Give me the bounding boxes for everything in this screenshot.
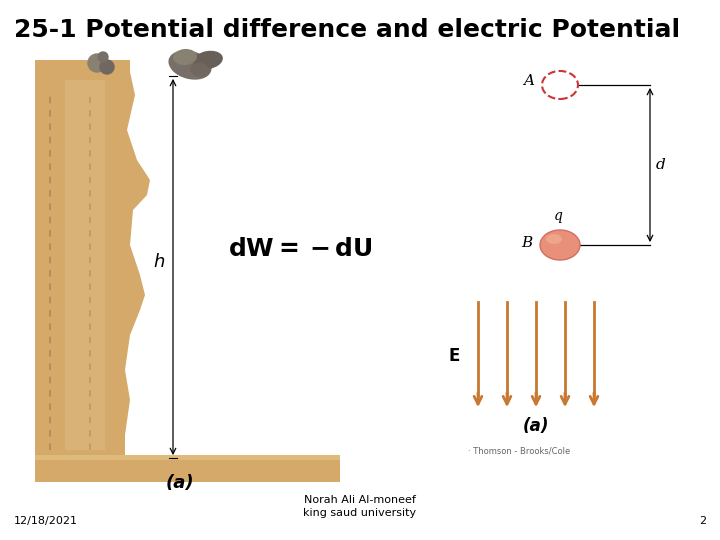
Polygon shape: [35, 455, 340, 482]
Ellipse shape: [193, 51, 223, 69]
Circle shape: [88, 54, 106, 72]
Text: $\mathbf{dW = -dU}$: $\mathbf{dW = -dU}$: [228, 239, 373, 261]
Text: (a): (a): [523, 417, 549, 435]
Ellipse shape: [168, 50, 212, 80]
Text: 25-1 Potential difference and electric Potential: 25-1 Potential difference and electric P…: [14, 18, 680, 42]
Text: B: B: [521, 236, 532, 250]
Ellipse shape: [173, 49, 197, 65]
Polygon shape: [35, 455, 340, 460]
Text: q: q: [554, 209, 562, 223]
Text: E: E: [449, 347, 460, 365]
Text: (a): (a): [166, 474, 194, 492]
Text: Norah Ali Al-moneef
king saud university: Norah Ali Al-moneef king saud university: [303, 495, 417, 518]
Text: h: h: [153, 253, 165, 271]
Polygon shape: [35, 60, 130, 80]
Ellipse shape: [190, 63, 210, 77]
Text: · Thomson - Brooks/Cole: · Thomson - Brooks/Cole: [468, 447, 570, 456]
Text: 12/18/2021: 12/18/2021: [14, 516, 78, 526]
Ellipse shape: [546, 234, 562, 244]
Text: A: A: [523, 74, 534, 88]
Text: d: d: [656, 158, 666, 172]
Circle shape: [100, 60, 114, 74]
Ellipse shape: [540, 230, 580, 260]
Polygon shape: [35, 72, 150, 455]
Polygon shape: [65, 80, 105, 450]
Circle shape: [98, 52, 108, 62]
Text: 2: 2: [699, 516, 706, 526]
